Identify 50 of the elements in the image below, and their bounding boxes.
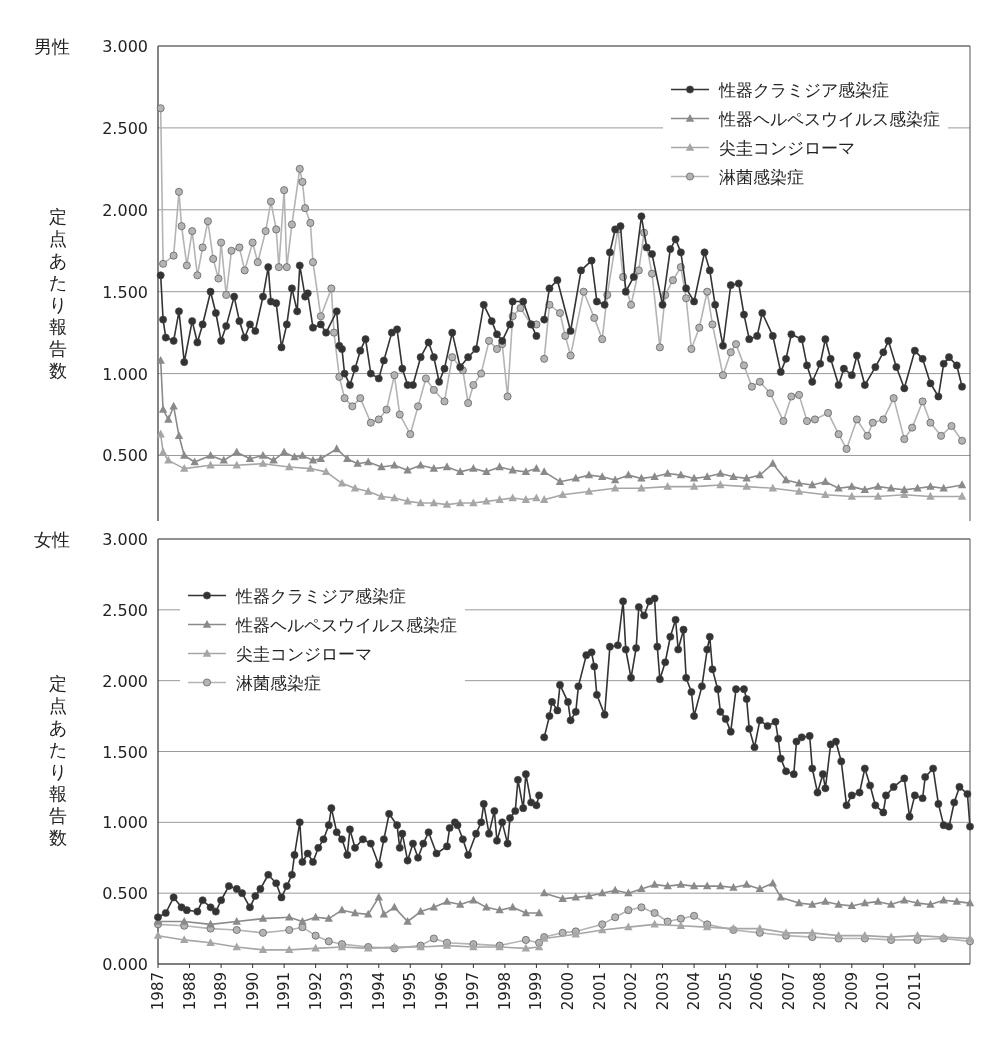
x-tick-label: 1987 (149, 972, 167, 1011)
x-tick-label: 1989 (212, 972, 231, 1011)
x-tick-label: 1990 (243, 972, 262, 1011)
x-tick-label: 1998 (495, 972, 514, 1011)
chart-title: 女性 (34, 529, 70, 550)
x-tick-label: 2005 (716, 972, 735, 1011)
y-axis-title: 定点あたり報告数 (49, 673, 67, 848)
x-tick-label: 2000 (558, 972, 577, 1011)
legend-label: 淋菌感染症 (719, 166, 804, 187)
y-tick-label: 3.000 (102, 37, 148, 56)
x-tick-label: 1997 (464, 972, 483, 1011)
x-tick-label: 2011 (905, 972, 924, 1011)
legend-label: 性器クラミジア感染症 (718, 79, 889, 100)
x-tick-label: 2004 (685, 972, 704, 1011)
y-tick-label: 1.000 (102, 813, 148, 833)
y-tick-label: 1.500 (102, 742, 148, 762)
legend-label: 性器ヘルペスウイルス感染症 (718, 108, 940, 129)
x-tick-label: 2006 (748, 972, 767, 1011)
y-tick-label: 2.000 (102, 671, 148, 691)
x-tick-label: 1988 (180, 972, 199, 1011)
x-tick-label: 2009 (842, 972, 861, 1011)
y-tick-label: 1.000 (102, 364, 148, 384)
y-tick-label: 2.500 (102, 118, 148, 138)
x-tick-label: 1999 (527, 972, 546, 1011)
y-tick-label: 1.500 (102, 282, 148, 302)
y-tick-label: 3.000 (102, 530, 148, 549)
x-tick-label: 2002 (622, 972, 641, 1011)
chart-title: 男性 (34, 36, 70, 57)
legend-label: 尖圭コンジローマ (236, 643, 372, 664)
x-tick-label: 1994 (369, 972, 388, 1011)
x-tick-label: 2008 (811, 972, 830, 1011)
legend-label: 性器クラミジア感染症 (235, 585, 406, 606)
x-tick-label: 2007 (779, 972, 798, 1011)
y-axis-title: 定点あたり報告数 (49, 206, 67, 381)
legend-label: 淋菌感染症 (236, 672, 321, 693)
legend-label: 性器ヘルペスウイルス感染症 (235, 614, 457, 635)
x-tick-label: 1991 (275, 972, 294, 1011)
x-tick-label: 1996 (432, 972, 451, 1011)
y-tick-label: 0.500 (102, 446, 148, 466)
x-tick-label: 2010 (874, 972, 893, 1011)
legend-label: 尖圭コンジローマ (719, 137, 855, 158)
y-tick-label: 2.000 (102, 200, 148, 220)
x-tick-label: 1993 (338, 972, 357, 1011)
x-tick-label: 1992 (306, 972, 325, 1011)
x-tick-label: 2001 (590, 972, 609, 1011)
y-tick-label: 0.000 (102, 955, 148, 974)
x-tick-label: 1995 (401, 972, 420, 1011)
y-tick-label: 2.500 (102, 600, 148, 620)
y-tick-label: 0.500 (102, 884, 148, 904)
x-tick-label: 2003 (653, 972, 672, 1011)
